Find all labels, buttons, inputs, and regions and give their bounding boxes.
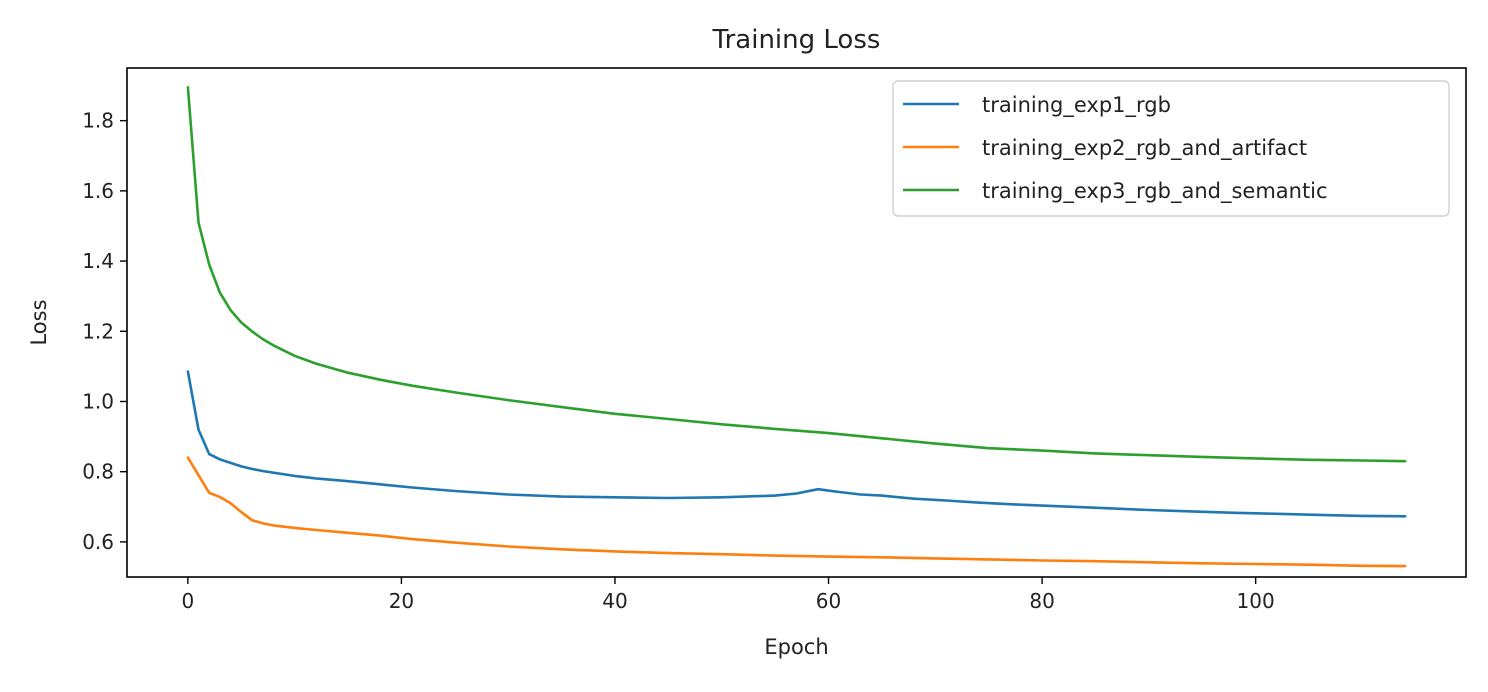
plot-frame	[126, 67, 1467, 578]
series-line-1	[186, 370, 1407, 518]
chart-title: Training Loss	[712, 25, 881, 55]
x-tick-label: 0	[181, 589, 194, 613]
plot-lines	[186, 86, 1407, 568]
legend-box	[892, 80, 1450, 217]
x-axis-ticks: 0 20 40 60 80 100	[181, 577, 1275, 613]
x-tick-label: 40	[602, 589, 627, 613]
y-tick-label: 0.8	[82, 460, 114, 484]
legend-label-1: training_exp1_rgb	[982, 93, 1171, 118]
x-axis-label: Epoch	[764, 635, 828, 659]
legend: training_exp1_rgb training_exp2_rgb_and_a…	[892, 80, 1450, 217]
y-tick-label: 1.2	[82, 319, 114, 343]
y-axis-label: Loss	[27, 299, 51, 345]
x-tick-label: 60	[816, 589, 841, 613]
x-tick-label: 100	[1237, 589, 1275, 613]
y-tick-label: 1.0	[82, 389, 114, 413]
legend-label-3: training_exp3_rgb_and_semantic	[982, 179, 1328, 204]
y-tick-label: 0.6	[82, 530, 114, 554]
x-tick-label: 20	[389, 589, 414, 613]
legend-label-2: training_exp2_rgb_and_artifact	[982, 136, 1307, 161]
x-tick-label: 80	[1029, 589, 1054, 613]
y-tick-label: 1.6	[82, 179, 114, 203]
series-line-3	[186, 86, 1407, 463]
y-axis-ticks: 0.6 0.8 1.0 1.2 1.4 1.6 1.8	[82, 109, 127, 554]
series-line-2	[186, 456, 1407, 568]
y-tick-label: 1.8	[82, 109, 114, 133]
y-tick-label: 1.4	[82, 249, 114, 273]
